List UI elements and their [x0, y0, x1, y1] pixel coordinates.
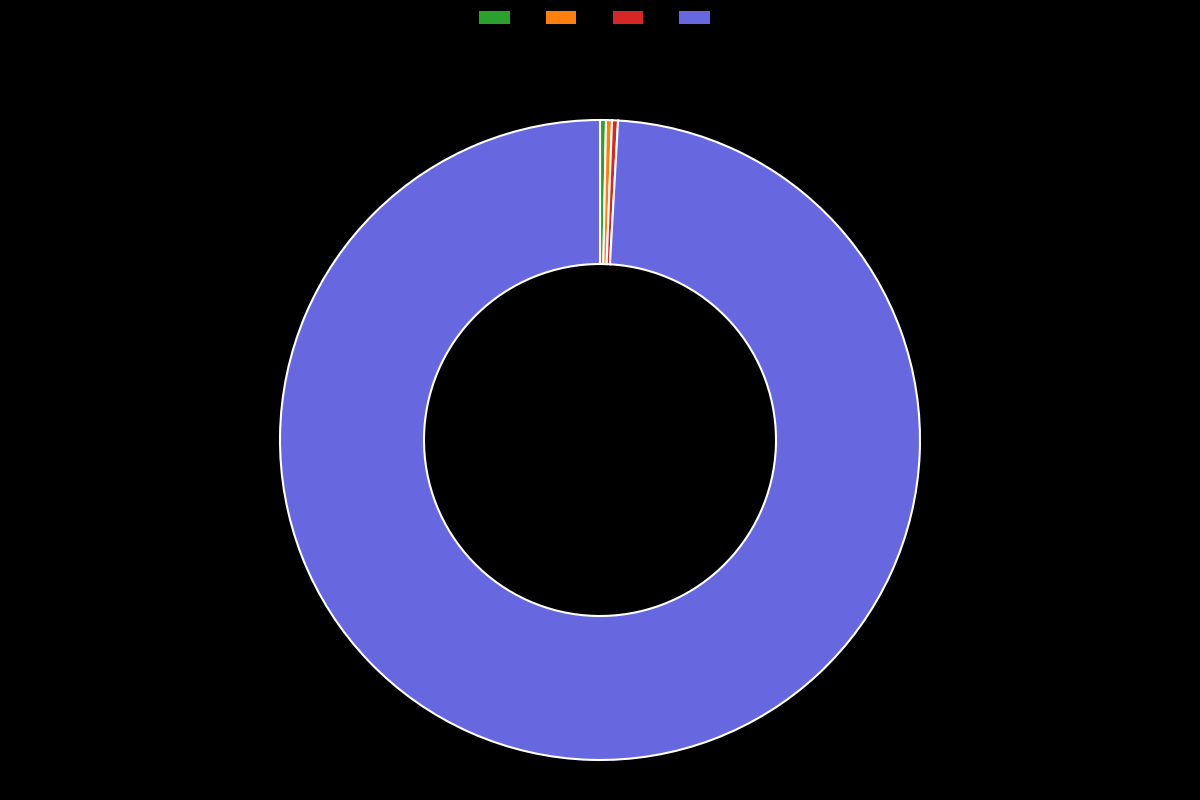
Wedge shape	[604, 120, 612, 264]
Wedge shape	[280, 120, 920, 760]
Wedge shape	[600, 120, 606, 264]
Legend: , , , : , , ,	[475, 7, 725, 30]
Wedge shape	[607, 120, 618, 264]
